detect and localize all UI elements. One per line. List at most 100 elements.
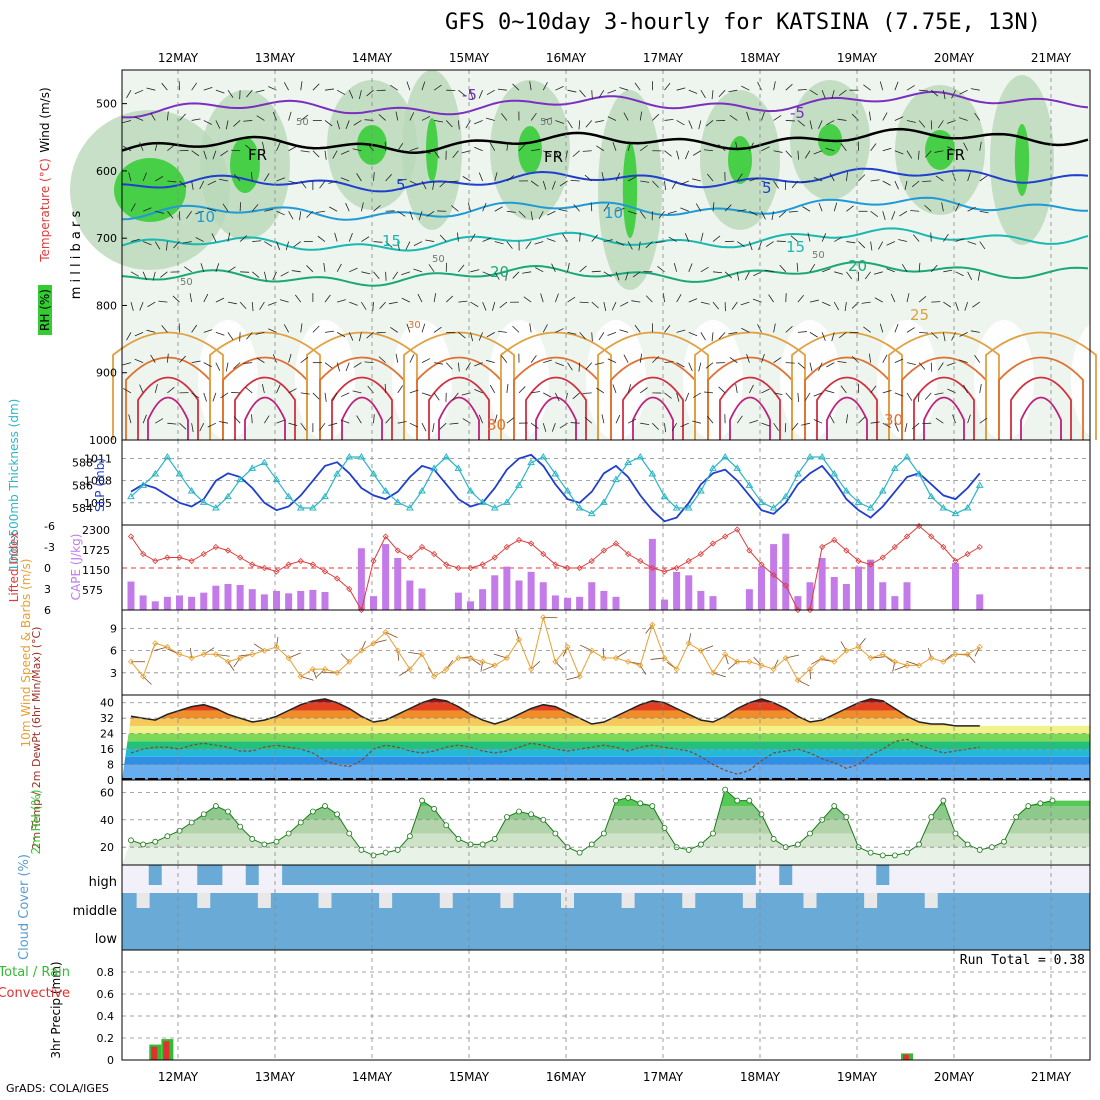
wind-barb: [540, 293, 544, 303]
date-label-bottom: 19MAY: [837, 1070, 878, 1084]
lifted-index-tick: 6: [44, 604, 51, 617]
lifted-index-point: [321, 568, 329, 575]
lifted-index-point: [176, 554, 183, 561]
wind-barb: [123, 145, 132, 152]
wind-barb: [807, 232, 811, 242]
rh-point: [843, 814, 850, 820]
cape-tick: 575: [82, 584, 103, 597]
wind-barb: [704, 391, 714, 394]
wind-barb: [191, 150, 200, 157]
lifted-index-point: [224, 547, 232, 554]
wind-barb: [845, 414, 849, 424]
temperature-band: [122, 733, 1090, 742]
wind-barb: [941, 202, 944, 212]
wind-barb: [652, 356, 660, 363]
wind-barb: [974, 355, 981, 363]
wind-barb: [882, 422, 891, 428]
wind-barb: [134, 89, 144, 95]
wind-barb: [607, 116, 617, 121]
wind-barb: [264, 208, 274, 212]
thickness-point: [830, 470, 839, 477]
wind-barb: [551, 423, 556, 432]
wind-barb: [543, 150, 552, 156]
wind-barb: [736, 415, 743, 424]
wind-barb: [470, 332, 474, 342]
wind-barb: [421, 423, 427, 432]
wind-barb: [906, 392, 913, 401]
wind-barb: [797, 392, 800, 402]
rh-point: [770, 836, 777, 842]
isotherm-label: -5: [790, 104, 805, 122]
wind-barb: [128, 172, 132, 182]
wind-barb: [358, 332, 362, 342]
wind-barb: [276, 419, 286, 424]
wind-barb: [821, 301, 831, 307]
wind-barb: [167, 211, 174, 219]
temperature-tick: 8: [107, 759, 114, 772]
wind-barb: [155, 210, 165, 214]
wind-barb: [972, 301, 980, 308]
wind-barb: [439, 422, 447, 430]
cloud-high-cell: [524, 865, 538, 885]
wind-speed-point: [358, 647, 365, 654]
dry-region: [295, 320, 355, 440]
wind-barb: [698, 120, 702, 130]
wind-speed-point: [794, 677, 801, 684]
wind-barb: [433, 150, 440, 159]
precip-legend-convective: Convective: [0, 986, 70, 1001]
wind-barb-10m: [397, 650, 400, 661]
wind-barb: [401, 297, 411, 303]
thickness-point: [430, 464, 439, 471]
wind-barb: [299, 211, 302, 221]
wind-barb: [388, 301, 398, 305]
thickness-point: [636, 453, 645, 460]
isotherm-label: 5: [762, 179, 772, 197]
isotherm-warm: [331, 376, 393, 440]
wind-barb: [838, 89, 847, 96]
wind-barb: [211, 233, 217, 242]
wind-barb: [813, 150, 823, 155]
wind-barb: [578, 362, 581, 372]
pressure-tick: 800: [96, 299, 117, 312]
isotherm-warm: [1020, 396, 1062, 440]
wind-barb: [676, 87, 686, 91]
wind-barb: [225, 362, 229, 372]
rh-point: [988, 844, 995, 851]
wind-barb: [851, 301, 859, 309]
thickness-point: [405, 504, 414, 511]
wind-barb: [288, 422, 298, 427]
rh-point: [576, 849, 583, 856]
wind-barb: [825, 147, 835, 152]
lifted-index-point: [685, 557, 692, 565]
cape-bar: [806, 582, 814, 610]
wind-barb: [203, 87, 213, 91]
wind-speed-point: [467, 654, 474, 662]
rh-point: [322, 803, 328, 809]
isotherm-label: 30: [884, 411, 903, 429]
wind-barb: [963, 384, 968, 394]
wind-barb: [615, 414, 621, 424]
wind-barb: [911, 180, 920, 188]
wind-barb: [667, 210, 677, 214]
wind-barb: [449, 180, 459, 183]
lifted-index-point: [600, 547, 607, 554]
lifted-index-tick: -6: [44, 520, 55, 533]
cloud-high-cell: [391, 865, 405, 885]
cape-bar: [370, 596, 377, 610]
wind-speed-point: [297, 673, 304, 680]
cape-bar: [248, 589, 256, 610]
wind-barb: [821, 90, 826, 99]
isotherm-warm: [234, 376, 296, 440]
wind-barb: [913, 234, 920, 242]
wind-barb: [534, 241, 544, 245]
rh-point: [516, 808, 522, 815]
wind-barb: [919, 331, 929, 334]
wind-barb: [243, 120, 253, 122]
wind-barb: [809, 332, 818, 338]
wind-barb: [219, 178, 229, 182]
isotherm-label: 10: [604, 204, 623, 222]
wind-barb: [685, 392, 690, 402]
isotherm-warm: [1010, 376, 1072, 440]
rh-tick: 40: [100, 814, 114, 827]
wind-barb: [942, 332, 946, 342]
